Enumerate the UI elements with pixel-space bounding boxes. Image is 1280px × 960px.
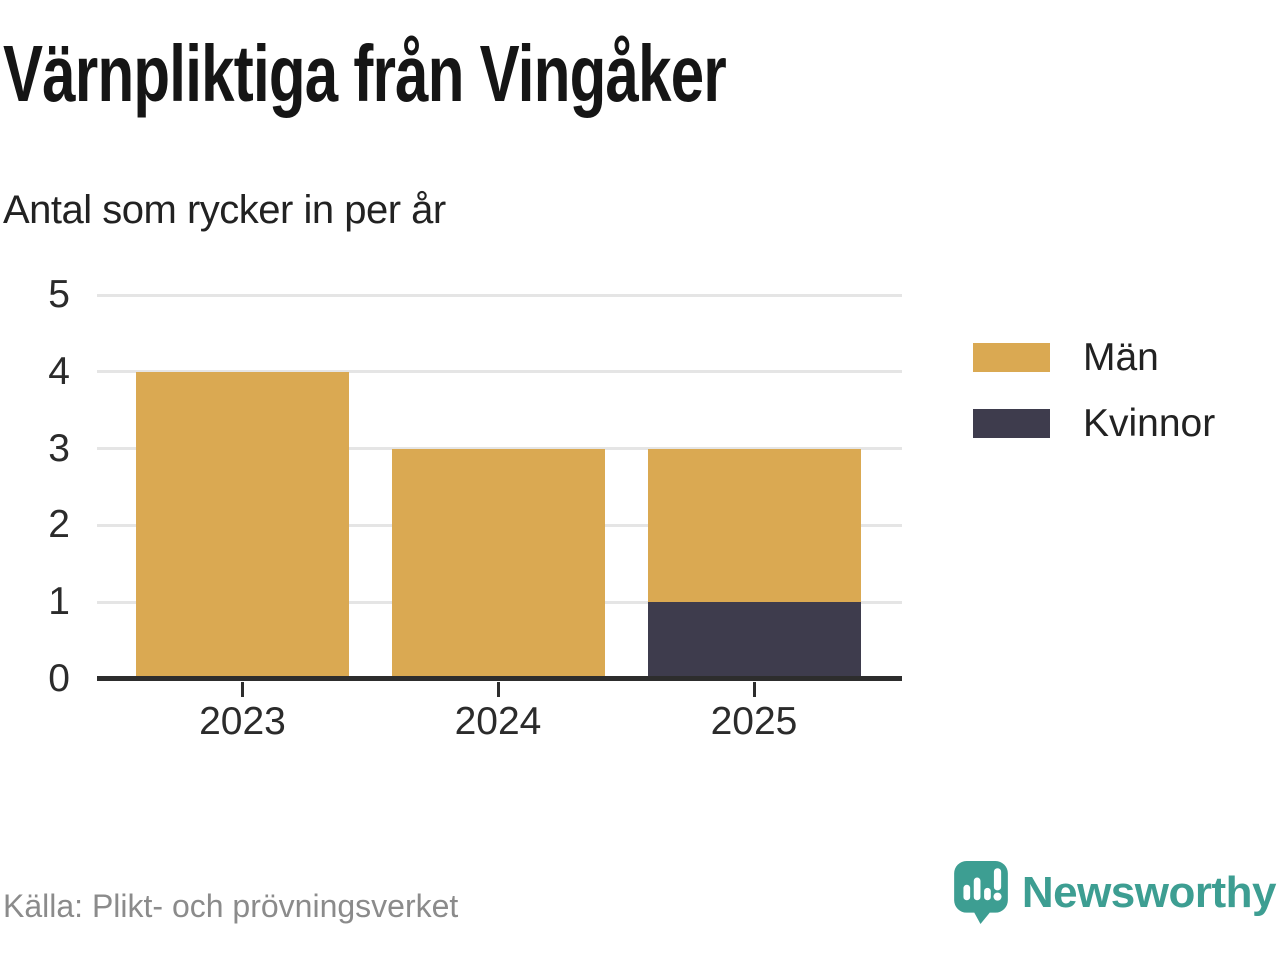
bar-segment-2024-Män (391, 448, 605, 679)
y-tick-label-2: 2 (48, 503, 70, 547)
gridline-y-3 (97, 447, 902, 451)
legend: Män Kvinnor (973, 338, 1215, 470)
legend-item-Kvinnor: Kvinnor (973, 404, 1215, 443)
y-tick-label-1: 1 (48, 580, 70, 624)
x-tick-mark-2023 (241, 682, 244, 697)
newsworthy-logo[interactable]: Newsworthy (953, 861, 1277, 924)
x-tick-label-2025: 2025 (710, 700, 798, 743)
newsworthy-logo-icon (953, 861, 1008, 924)
y-tick-label-3: 3 (48, 426, 70, 470)
y-tick-label-0: 0 (48, 657, 70, 700)
gridline-y-4 (97, 370, 902, 374)
bar-segment-2025-Kvinnor (647, 602, 861, 679)
gridline-y-5 (97, 293, 902, 297)
chart-subtitle: Antal som rycker in per år (3, 188, 446, 232)
bar-segment-2025-Män (647, 448, 861, 603)
y-tick-label-5: 5 (48, 273, 70, 316)
legend-item-Män: Män (973, 338, 1215, 377)
chart-title: Värnpliktiga från Vingåker (3, 29, 727, 118)
x-axis-line (97, 676, 902, 681)
x-tick-label-2024: 2024 (454, 700, 542, 743)
source-caption: Källa: Plikt- och prövningsverket (3, 888, 459, 924)
x-tick-label-2023: 2023 (199, 700, 286, 743)
x-tick-mark-2025 (752, 682, 756, 697)
legend-swatch-Kvinnor (973, 409, 1050, 438)
plot-area (97, 293, 902, 697)
legend-label-Kvinnor: Kvinnor (1083, 402, 1216, 445)
newsworthy-wordmark: Newsworthy (1021, 867, 1277, 917)
y-tick-label-4: 4 (48, 349, 70, 393)
x-tick-mark-2024 (496, 682, 500, 697)
legend-swatch-Män (973, 343, 1050, 372)
legend-label-Män: Män (1083, 336, 1159, 379)
bar-segment-2023-Män (136, 371, 349, 679)
